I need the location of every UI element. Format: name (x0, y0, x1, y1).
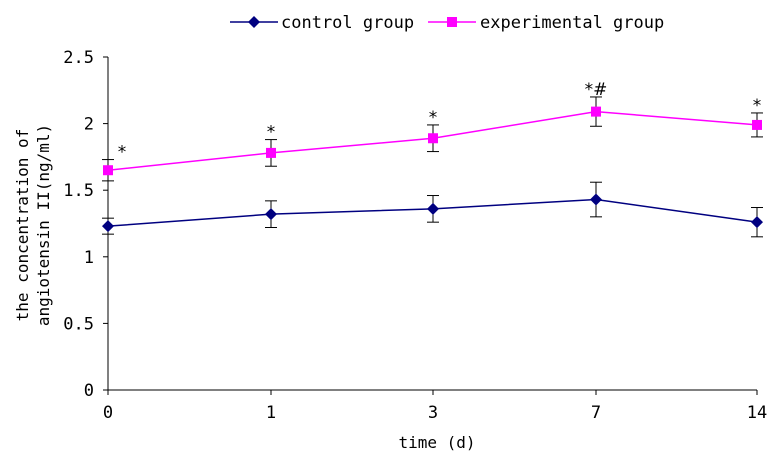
plot-area: * * * *# * (102, 80, 763, 238)
x-tick-label: 1 (266, 403, 276, 423)
y-tick-label: 2 (84, 115, 94, 135)
x-axis-title: time (d) (398, 433, 475, 452)
legend-label-experimental: experimental group (480, 13, 664, 33)
data-point-marker (428, 133, 438, 144)
legend: control group experimental group (230, 13, 664, 33)
significance-annotation: * (429, 108, 438, 128)
legend-label-control: control group (281, 13, 414, 33)
series-experimental (102, 96, 763, 182)
data-point-marker (266, 147, 276, 158)
y-tick-label: 1.5 (63, 181, 94, 201)
y-ticks: 0 0.5 1 1.5 2 2.5 (63, 48, 108, 401)
legend-marker-control (248, 16, 260, 28)
y-tick-label: 0.5 (63, 314, 94, 334)
x-tick-label: 7 (591, 403, 601, 423)
significance-annotation: * (118, 143, 127, 163)
x-tick-label: 0 (103, 403, 113, 423)
data-point-marker (590, 193, 602, 206)
y-tick-label: 0 (84, 381, 94, 401)
x-tick-label: 14 (747, 403, 767, 423)
y-tick-label: 2.5 (63, 48, 94, 68)
legend-marker-experimental (447, 17, 457, 27)
data-point-marker (102, 220, 114, 233)
data-point-marker (427, 202, 439, 215)
data-point-marker (265, 208, 277, 221)
significance-annotation: *# (585, 80, 608, 100)
series-control (102, 181, 763, 238)
data-point-marker (103, 165, 113, 176)
significance-annotation: * (267, 123, 276, 143)
x-tick-label: 3 (428, 403, 438, 423)
y-axis-title-line-2: angiotensin II(ng/ml) (34, 124, 53, 326)
data-point-marker (751, 216, 763, 229)
x-ticks: 0 1 3 7 14 (103, 390, 767, 423)
y-axis-title-line-1: the concentration of (13, 129, 32, 322)
significance-annotation: * (753, 96, 762, 116)
data-point-marker (591, 106, 601, 117)
data-point-marker (752, 119, 762, 130)
y-tick-label: 1 (84, 248, 94, 268)
